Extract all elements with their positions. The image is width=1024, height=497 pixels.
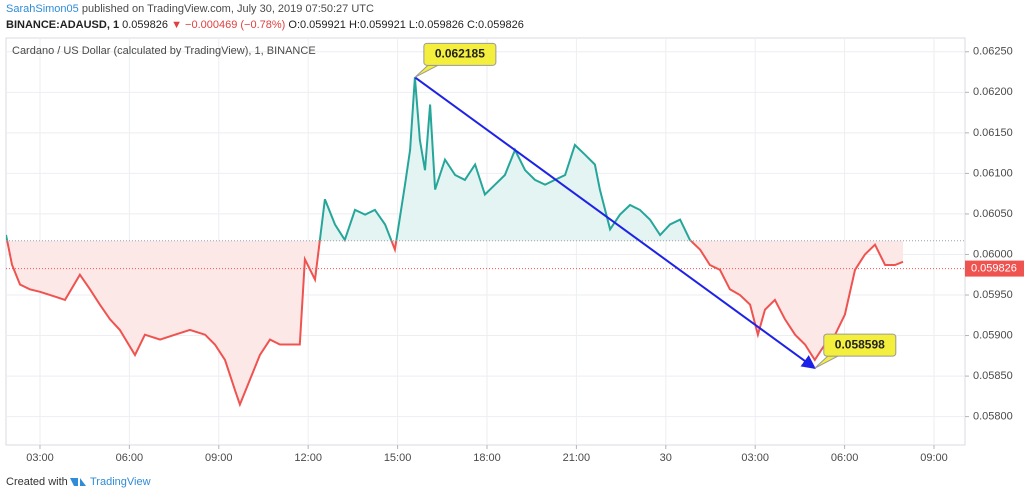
last-price-box xyxy=(965,260,1024,277)
x-tick-label: 09:00 xyxy=(205,452,233,464)
x-tick-label: 03:00 xyxy=(26,452,54,464)
y-tick-label: 0.06000 xyxy=(973,248,1013,260)
header-line-2: BINANCE:ADAUSD, 1 0.059826 ▼ −0.000469 (… xyxy=(6,19,524,31)
x-tick-label: 30 xyxy=(660,452,672,464)
y-tick-label: 0.06250 xyxy=(973,46,1013,58)
last-price-label: 0.059826 xyxy=(971,262,1017,274)
callout-box xyxy=(423,42,497,66)
y-tick-label: 0.05900 xyxy=(973,329,1013,341)
area-below xyxy=(7,240,903,405)
chart-title: Cardano / US Dollar (calculated by Tradi… xyxy=(12,45,316,57)
ohlc: O:0.059921 H:0.059921 L:0.059826 C:0.059… xyxy=(288,19,523,31)
last: 0.059826 xyxy=(122,19,168,31)
area-above xyxy=(6,77,903,241)
y-tick-label: 0.05800 xyxy=(973,411,1013,423)
y-tick-label: 0.06100 xyxy=(973,167,1013,179)
footer: Created with TradingView xyxy=(6,476,151,488)
y-tick-label: 0.06150 xyxy=(973,127,1013,139)
callout-label: 0.062185 xyxy=(435,46,485,60)
footer-prefix: Created with xyxy=(6,476,68,488)
header-line-1: SarahSimon05 published on TradingView.co… xyxy=(6,3,374,15)
x-tick-label: 21:00 xyxy=(563,452,591,464)
callout-label: 0.058598 xyxy=(835,337,885,351)
x-tick-label: 15:00 xyxy=(384,452,412,464)
y-tick-label: 0.06200 xyxy=(973,86,1013,98)
plot-frame xyxy=(5,37,966,446)
x-tick-label: 18:00 xyxy=(473,452,501,464)
x-tick-label: 06:00 xyxy=(831,452,859,464)
callout-pointer xyxy=(414,64,439,78)
x-tick-label: 06:00 xyxy=(116,452,144,464)
trend-arrow xyxy=(414,76,816,369)
footer-brand[interactable]: TradingView xyxy=(90,476,151,488)
change: ▼ −0.000469 (−0.78%) xyxy=(171,19,285,31)
y-tick-label: 0.05950 xyxy=(973,289,1013,301)
symbol: BINANCE:ADAUSD, 1 xyxy=(6,19,119,31)
y-tick-label: 0.06050 xyxy=(973,208,1013,220)
y-tick-label: 0.05850 xyxy=(973,370,1013,382)
published: published on TradingView.com, July 30, 2… xyxy=(82,3,374,15)
x-tick-label: 03:00 xyxy=(741,452,769,464)
x-tick-label: 09:00 xyxy=(920,452,948,464)
x-tick-label: 12:00 xyxy=(294,452,322,464)
logo xyxy=(70,478,86,486)
plot xyxy=(6,76,965,408)
callout-box xyxy=(823,333,897,357)
line-above xyxy=(6,77,693,241)
callout-pointer xyxy=(814,355,839,369)
author[interactable]: SarahSimon05 xyxy=(6,3,79,15)
